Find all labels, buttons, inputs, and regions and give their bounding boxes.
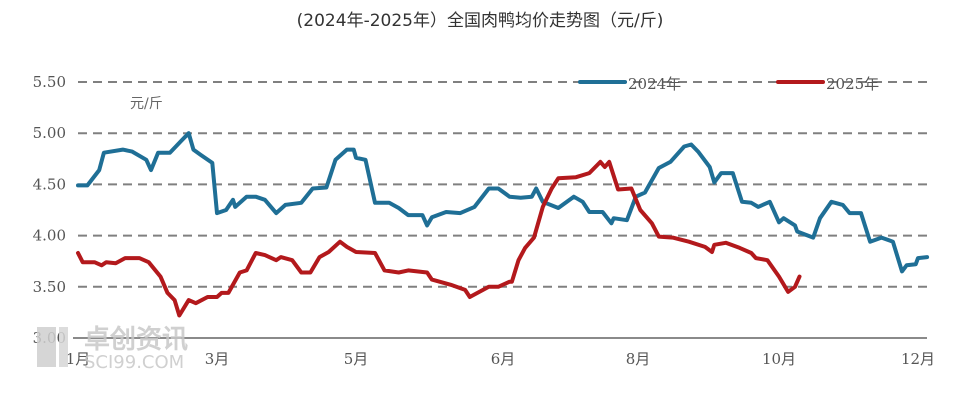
- legend-label: 2024年: [628, 75, 681, 93]
- y-axis-unit-label: 元/斤: [130, 96, 163, 112]
- x-tick-label: 5月: [344, 350, 369, 368]
- x-tick-label: 3月: [205, 350, 230, 368]
- x-tick-label: 8月: [626, 350, 651, 368]
- series-lines: [76, 131, 930, 318]
- watermark: 卓创资讯 SCI99.COM: [37, 325, 188, 373]
- y-tick-label: 3.50: [33, 278, 66, 296]
- chart-title: (2024年-2025年）全国肉鸭均价走势图（元/斤): [297, 11, 664, 31]
- y-axis-ticks: 5.505.004.504.003.503.00: [33, 73, 66, 347]
- x-tick-label: 12月: [901, 350, 935, 368]
- watermark-url: SCI99.COM: [84, 352, 184, 373]
- series-line-2025年: [76, 159, 802, 318]
- watermark-text: 卓创资讯: [84, 325, 188, 355]
- legend: 2024年 2025年: [578, 75, 879, 93]
- x-tick-label: 1月: [66, 350, 91, 368]
- x-tick-label: 10月: [762, 350, 796, 368]
- x-tick-label: 6月: [491, 350, 516, 368]
- series-line-2024年: [76, 131, 930, 274]
- y-tick-label: 4.00: [33, 227, 66, 245]
- legend-label: 2025年: [826, 75, 879, 93]
- y-tick-label: 4.50: [33, 175, 66, 193]
- x-axis-ticks: 1月 3月 5月 6月 8月 10月 12月: [66, 350, 935, 368]
- y-tick-label: 5.50: [33, 73, 66, 91]
- y-tick-label: 5.00: [33, 124, 66, 142]
